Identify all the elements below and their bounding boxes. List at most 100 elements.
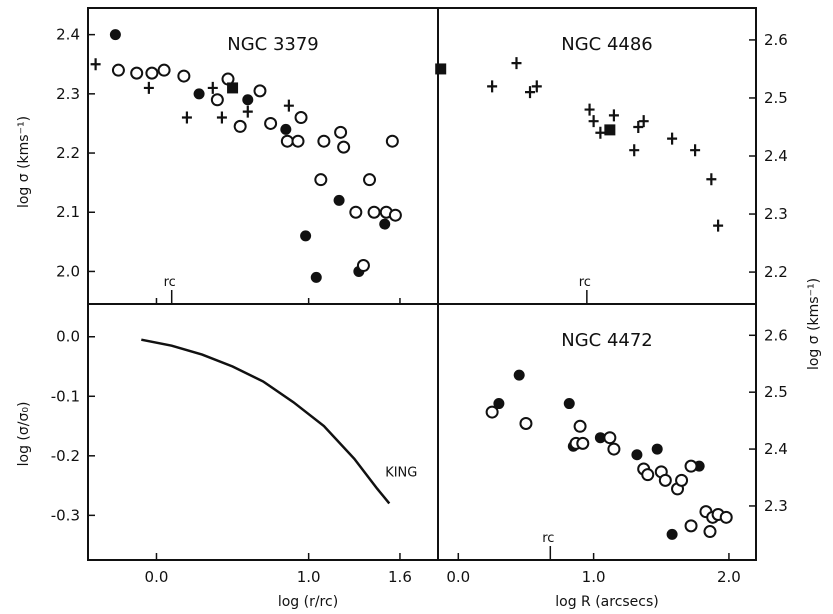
bottom-right-point-open-circle xyxy=(641,468,655,482)
bottom-right-point-open-circle xyxy=(719,510,733,524)
top-left-point-filled-circle xyxy=(109,29,121,41)
bottom-left-xtick-label: 1.6 xyxy=(388,568,412,586)
bottom-right-point-filled-circle xyxy=(513,369,525,381)
bottom-right-point-filled-circle xyxy=(493,398,505,410)
bottom-right-point-open-circle xyxy=(519,416,533,430)
bottom-right-point-open-circle xyxy=(703,525,717,539)
bottom-right-point-open-circle xyxy=(573,419,587,433)
top-left-point-open-circle xyxy=(157,63,171,77)
top-left-point-filled-circle xyxy=(242,94,254,106)
bottom-left-xlabel: log (r/rc) xyxy=(278,594,338,610)
top-right-rc-label: rc xyxy=(579,275,591,290)
top-right-point-plus xyxy=(713,219,724,232)
top-left-point-open-circle xyxy=(264,116,278,130)
top-left-point-open-circle xyxy=(294,111,308,125)
top-left-point-open-circle xyxy=(280,134,294,148)
top-left-point-open-circle xyxy=(130,66,144,80)
top-right-point-plus xyxy=(667,132,678,145)
bottom-right-ytick-label: 2.5 xyxy=(764,383,788,401)
top-left-point-open-circle xyxy=(367,205,381,219)
top-left-point-filled-square xyxy=(227,82,239,94)
top-left-point-open-circle xyxy=(145,66,159,80)
top-right-point-filled-square xyxy=(604,124,616,136)
top-left-point-open-circle xyxy=(334,125,348,139)
top-left-ytick-label: 2.4 xyxy=(56,26,80,44)
bottom-left-xtick-label: 0.0 xyxy=(145,568,169,586)
top-left-point-plus xyxy=(181,111,192,124)
top-left-point-open-circle xyxy=(177,69,191,83)
bottom-right-rc-label: rc xyxy=(542,531,554,546)
top-right-title: NGC 4486 xyxy=(561,34,653,55)
top-left-point-open-circle xyxy=(356,259,370,273)
bottom-left-king-curve xyxy=(141,338,391,505)
bottom-right-xtick-label: 2.0 xyxy=(717,568,741,586)
top-right-point-plus xyxy=(595,126,606,139)
top-right-point-plus xyxy=(588,115,599,128)
top-right-point-plus xyxy=(633,120,644,133)
outer-frame xyxy=(87,7,757,561)
top-right-point-plus xyxy=(511,57,522,70)
chart-text: NGC 3379 2.0 2.1 2.2 2.3 2.4 log σ (kms⁻¹) rc NG… xyxy=(16,26,822,610)
top-left-point-plus xyxy=(242,105,253,118)
bottom-left-ytick-label: -0.2 xyxy=(51,447,80,465)
bottom-left-ylabel: log (σ/σ₀) xyxy=(16,402,32,467)
top-right-ytick-label: 2.2 xyxy=(764,263,788,281)
top-right-point-plus xyxy=(638,115,649,128)
bottom-left-ytick-label: -0.3 xyxy=(51,506,80,524)
top-left-point-filled-circle xyxy=(310,271,322,283)
top-right-point-plus xyxy=(525,86,536,99)
bottom-left-xtick-label: 1.0 xyxy=(297,568,321,586)
top-left-point-filled-circle xyxy=(333,194,345,206)
bottom-right-point-filled-circle xyxy=(666,528,678,540)
top-left-point-filled-circle xyxy=(379,218,391,230)
bottom-right-ytick-label: 2.6 xyxy=(764,326,788,344)
top-left-point-open-circle xyxy=(111,63,125,77)
bottom-left-annotation: KING xyxy=(385,466,417,481)
bottom-right-point-open-circle xyxy=(658,473,672,487)
top-left-ytick-label: 2.1 xyxy=(56,203,80,221)
top-left-point-filled-circle xyxy=(280,123,292,135)
top-left-point-plus xyxy=(143,81,154,94)
top-left-point-filled-circle xyxy=(300,230,312,242)
bottom-right-xtick-label: 0.0 xyxy=(446,568,470,586)
bottom-right-title: NGC 4472 xyxy=(561,330,653,351)
bottom-right-point-open-circle xyxy=(603,431,617,445)
top-right-point-plus xyxy=(608,109,619,122)
top-left-point-open-circle xyxy=(253,84,267,98)
bottom-right-point-open-circle xyxy=(684,519,698,533)
top-left-point-plus xyxy=(216,111,227,124)
bottom-left-ytick-label: -0.1 xyxy=(51,387,80,405)
top-left-point-open-circle xyxy=(233,119,247,133)
top-left-point-plus xyxy=(90,58,101,71)
top-right-point-plus xyxy=(706,173,717,186)
top-left-ylabel: log σ (kms⁻¹) xyxy=(16,116,32,208)
top-left-point-open-circle xyxy=(337,140,351,154)
top-right-ytick-label: 2.3 xyxy=(764,205,788,223)
bottom-right-point-open-circle xyxy=(485,405,499,419)
top-left-point-open-circle xyxy=(317,134,331,148)
top-right-point-plus xyxy=(629,144,640,157)
bottom-right-point-filled-circle xyxy=(651,443,663,455)
bottom-right-point-open-circle xyxy=(576,436,590,450)
top-right-point-plus xyxy=(690,144,701,157)
top-right-point-plus xyxy=(531,80,542,93)
bottom-right-ytick-label: 2.3 xyxy=(764,497,788,515)
top-right-point-filled-square xyxy=(435,63,447,75)
chart-marks xyxy=(88,29,756,560)
top-right-point-plus xyxy=(584,103,595,116)
top-left-rc-label: rc xyxy=(164,275,176,290)
bottom-right-point-filled-circle xyxy=(563,398,575,410)
top-right-ylabel: log σ (kms⁻¹) xyxy=(806,278,822,370)
top-left-point-open-circle xyxy=(291,134,305,148)
bottom-right-point-open-circle xyxy=(684,459,698,473)
top-left-point-open-circle xyxy=(388,208,402,222)
top-right-ytick-label: 2.5 xyxy=(764,89,788,107)
top-left-ytick-label: 2.0 xyxy=(56,262,80,280)
top-left-point-open-circle xyxy=(314,173,328,187)
top-right-ytick-label: 2.6 xyxy=(764,31,788,49)
panel-frames xyxy=(87,7,757,561)
top-left-point-plus xyxy=(283,99,294,112)
bottom-right-xtick-label: 1.0 xyxy=(582,568,606,586)
top-left-ytick-label: 2.3 xyxy=(56,85,80,103)
bottom-right-point-filled-circle xyxy=(594,432,606,444)
